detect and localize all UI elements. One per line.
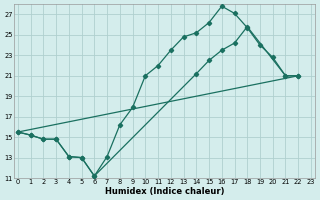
X-axis label: Humidex (Indice chaleur): Humidex (Indice chaleur) [105,187,224,196]
